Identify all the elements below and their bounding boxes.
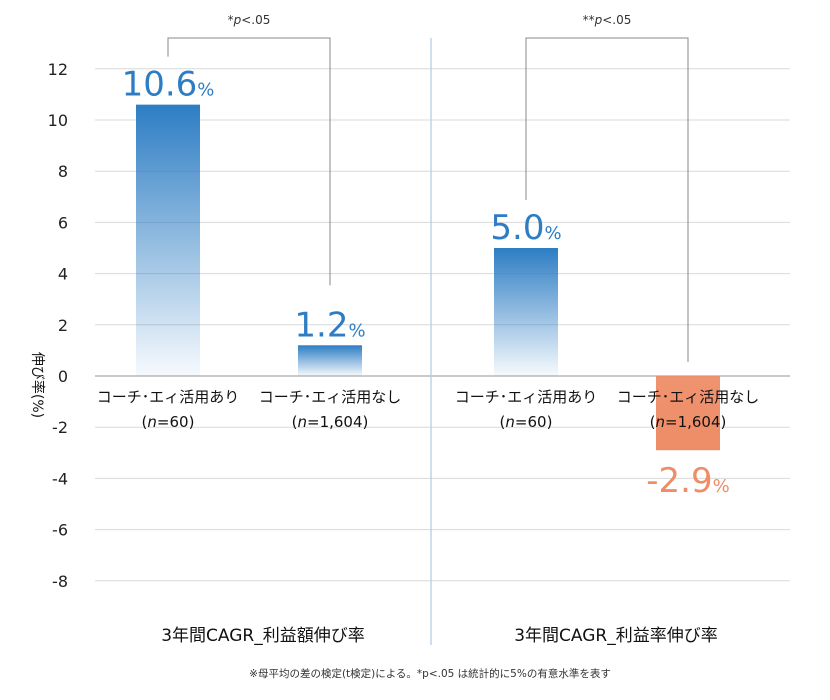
- y-tick-label: -2: [52, 418, 68, 437]
- bar: [656, 376, 720, 451]
- bar: [136, 104, 200, 376]
- significance-label: *p<.05: [228, 13, 271, 27]
- value-label: 5.0%: [490, 208, 561, 248]
- value-label: -2.9%: [646, 461, 729, 501]
- y-tick-label: 2: [58, 316, 68, 335]
- y-tick-label: 10: [48, 111, 68, 130]
- sample-size-label: (n=1,604): [292, 413, 369, 431]
- footnote: ※母平均の差の検定(t検定)による。*p<.05 は統計的に5%の有意水準を表す: [249, 667, 611, 680]
- category-label: コーチ･エィ活用あり: [97, 388, 240, 406]
- y-axis-label: 伸び率(%): [29, 352, 46, 418]
- bar: [298, 345, 362, 376]
- significance-label: **p<.05: [583, 13, 632, 27]
- y-tick-label: 0: [58, 367, 68, 386]
- y-tick-label: -6: [52, 521, 68, 540]
- y-tick-label: 8: [58, 162, 68, 181]
- bar: [494, 248, 558, 376]
- category-label: コーチ･エィ活用あり: [455, 388, 598, 406]
- significance-bracket: [525, 37, 689, 362]
- significance-bracket: [167, 37, 331, 286]
- y-tick-label: 6: [58, 213, 68, 232]
- y-tick-label: -4: [52, 469, 68, 488]
- category-label: コーチ･エィ活用なし: [259, 388, 402, 406]
- sample-size-label: (n=60): [142, 413, 195, 431]
- sample-size-label: (n=60): [500, 413, 553, 431]
- y-tick-label: 4: [58, 265, 68, 284]
- value-label: 10.6%: [122, 65, 215, 105]
- group-title: 3年間CAGR_利益額伸び率: [161, 626, 365, 646]
- y-tick-label: 12: [48, 60, 68, 79]
- category-label: コーチ･エィ活用なし: [617, 388, 760, 406]
- group-title: 3年間CAGR_利益率伸び率: [514, 626, 718, 646]
- value-label: 1.2%: [294, 305, 365, 345]
- gridlines: [95, 68, 790, 582]
- y-tick-label: -8: [52, 572, 68, 591]
- sample-size-label: (n=1,604): [650, 413, 727, 431]
